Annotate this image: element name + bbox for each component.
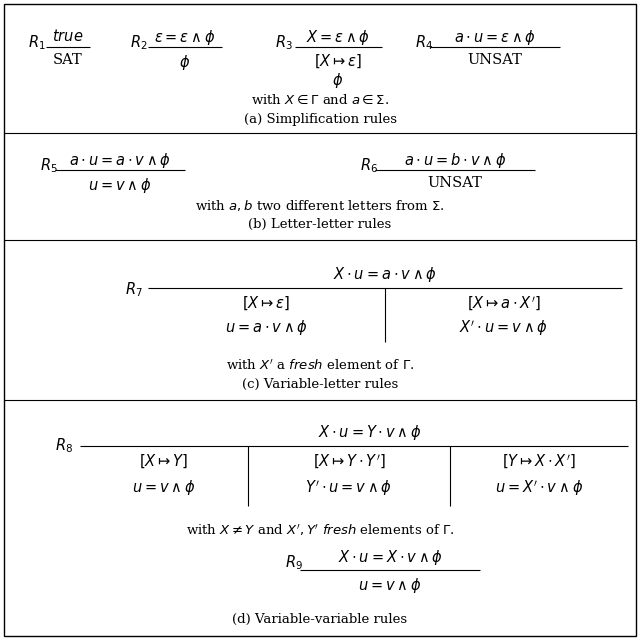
Text: (b) Letter-letter rules: (b) Letter-letter rules xyxy=(248,218,392,231)
Text: with $X \in \Gamma$ and $a \in \Sigma$.: with $X \in \Gamma$ and $a \in \Sigma$. xyxy=(251,93,389,107)
Text: $u = v \wedge \phi$: $u = v \wedge \phi$ xyxy=(88,176,152,195)
Text: $X \cdot u = Y \cdot v \wedge \phi$: $X \cdot u = Y \cdot v \wedge \phi$ xyxy=(318,423,422,442)
Text: $[X \mapsto \epsilon]$: $[X \mapsto \epsilon]$ xyxy=(243,295,291,312)
Text: $\epsilon = \epsilon \wedge \phi$: $\epsilon = \epsilon \wedge \phi$ xyxy=(154,28,216,47)
Text: $a \cdot u = b \cdot v \wedge \phi$: $a \cdot u = b \cdot v \wedge \phi$ xyxy=(404,151,506,170)
Text: $X \cdot u = a \cdot v \wedge \phi$: $X \cdot u = a \cdot v \wedge \phi$ xyxy=(333,265,437,284)
Text: with $X'$ a $\mathit{fresh}$ element of $\Gamma$.: with $X'$ a $\mathit{fresh}$ element of … xyxy=(226,358,414,372)
Text: $a \cdot u = \epsilon \wedge \phi$: $a \cdot u = \epsilon \wedge \phi$ xyxy=(454,28,536,47)
Text: $u = X' \cdot v \wedge \phi$: $u = X' \cdot v \wedge \phi$ xyxy=(495,478,583,498)
Text: with $X \neq Y$ and $X', Y'$ $\mathit{fresh}$ elements of $\Gamma$.: with $X \neq Y$ and $X', Y'$ $\mathit{fr… xyxy=(186,523,454,538)
Text: $R_5$: $R_5$ xyxy=(40,156,58,175)
Text: $X \cdot u = X \cdot v \wedge \phi$: $X \cdot u = X \cdot v \wedge \phi$ xyxy=(337,548,442,567)
Text: $[X \mapsto Y \cdot Y']$: $[X \mapsto Y \cdot Y']$ xyxy=(312,453,385,471)
Text: $u = v \wedge \phi$: $u = v \wedge \phi$ xyxy=(132,478,196,497)
Text: $R_2$: $R_2$ xyxy=(130,33,148,52)
Text: UNSAT: UNSAT xyxy=(468,53,522,67)
Text: $u = a \cdot v \wedge \phi$: $u = a \cdot v \wedge \phi$ xyxy=(225,318,308,337)
Text: with $a, b$ two different letters from $\Sigma$.: with $a, b$ two different letters from $… xyxy=(195,198,445,213)
Text: $X' \cdot u = v \wedge \phi$: $X' \cdot u = v \wedge \phi$ xyxy=(459,318,548,338)
Text: $u = v \wedge \phi$: $u = v \wedge \phi$ xyxy=(358,576,422,595)
Text: SAT: SAT xyxy=(53,53,83,67)
Text: (c) Variable-letter rules: (c) Variable-letter rules xyxy=(242,378,398,391)
Text: $a \cdot u = a \cdot v \wedge \phi$: $a \cdot u = a \cdot v \wedge \phi$ xyxy=(69,151,171,170)
Text: $[X \mapsto Y]$: $[X \mapsto Y]$ xyxy=(140,453,189,470)
Text: $[X \mapsto a \cdot X']$: $[X \mapsto a \cdot X']$ xyxy=(467,295,540,313)
Text: $X = \epsilon \wedge \phi$: $X = \epsilon \wedge \phi$ xyxy=(306,28,370,47)
Text: $R_7$: $R_7$ xyxy=(125,280,143,299)
Text: $R_9$: $R_9$ xyxy=(285,553,303,572)
Text: (d) Variable-variable rules: (d) Variable-variable rules xyxy=(232,613,408,626)
Text: UNSAT: UNSAT xyxy=(428,176,483,190)
Text: $R_4$: $R_4$ xyxy=(415,33,433,52)
Text: $\mathit{true}$: $\mathit{true}$ xyxy=(52,28,84,44)
Text: $R_1$: $R_1$ xyxy=(28,33,45,52)
Text: $[X \mapsto \epsilon]$: $[X \mapsto \epsilon]$ xyxy=(314,53,362,70)
Text: (a) Simplification rules: (a) Simplification rules xyxy=(243,113,397,126)
Text: $R_8$: $R_8$ xyxy=(55,436,73,454)
Text: $\phi$: $\phi$ xyxy=(179,53,191,72)
Text: $R_6$: $R_6$ xyxy=(360,156,378,175)
Text: $R_3$: $R_3$ xyxy=(275,33,292,52)
Text: $\phi$: $\phi$ xyxy=(332,71,344,90)
Text: $[Y \mapsto X \cdot X']$: $[Y \mapsto X \cdot X']$ xyxy=(502,453,576,471)
Text: $Y' \cdot u = v \wedge \phi$: $Y' \cdot u = v \wedge \phi$ xyxy=(305,478,392,498)
